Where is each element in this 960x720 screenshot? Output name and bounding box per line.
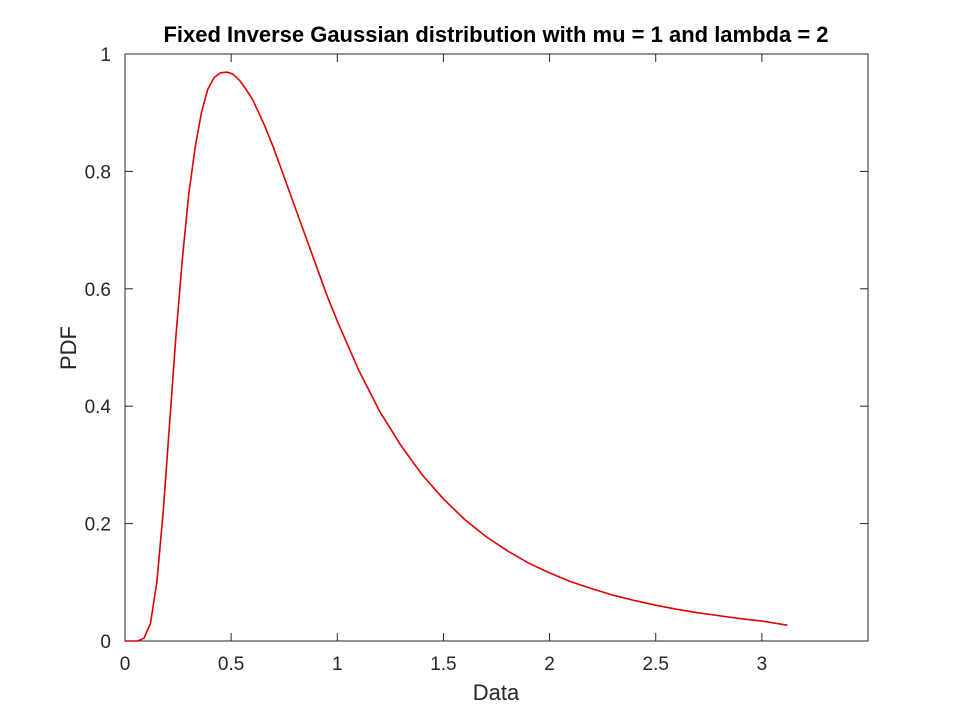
y-tick-label: 0.4 <box>85 397 112 418</box>
pdf-series-line <box>125 71 788 642</box>
x-axis-label: Data <box>473 680 520 705</box>
x-tick-label: 2.5 <box>643 654 669 675</box>
plot-area <box>124 53 869 642</box>
y-tick-label: 0.6 <box>85 280 111 301</box>
y-axis-label: PDF <box>56 326 81 370</box>
x-tick-label: 0.5 <box>218 654 244 675</box>
y-tick-label: 0.2 <box>85 515 111 536</box>
y-tick-label: 0 <box>100 632 111 653</box>
y-tick-label: 1 <box>100 45 111 66</box>
chart-title: Fixed Inverse Gaussian distribution with… <box>163 22 828 47</box>
y-tick-label: 0.8 <box>85 162 111 183</box>
series-layer <box>125 71 788 642</box>
x-tick-label: 3 <box>757 654 768 675</box>
x-tick-label: 2 <box>544 654 555 675</box>
x-tick-label: 0 <box>120 654 131 675</box>
x-tick-label: 1 <box>332 654 343 675</box>
x-tick-label: 1.5 <box>430 654 456 675</box>
ticks-layer <box>124 53 868 642</box>
tick-labels-layer: 0 0.5 1 1.5 2 2.5 3 0 0.2 0.4 0.6 0.8 1 <box>85 45 768 675</box>
